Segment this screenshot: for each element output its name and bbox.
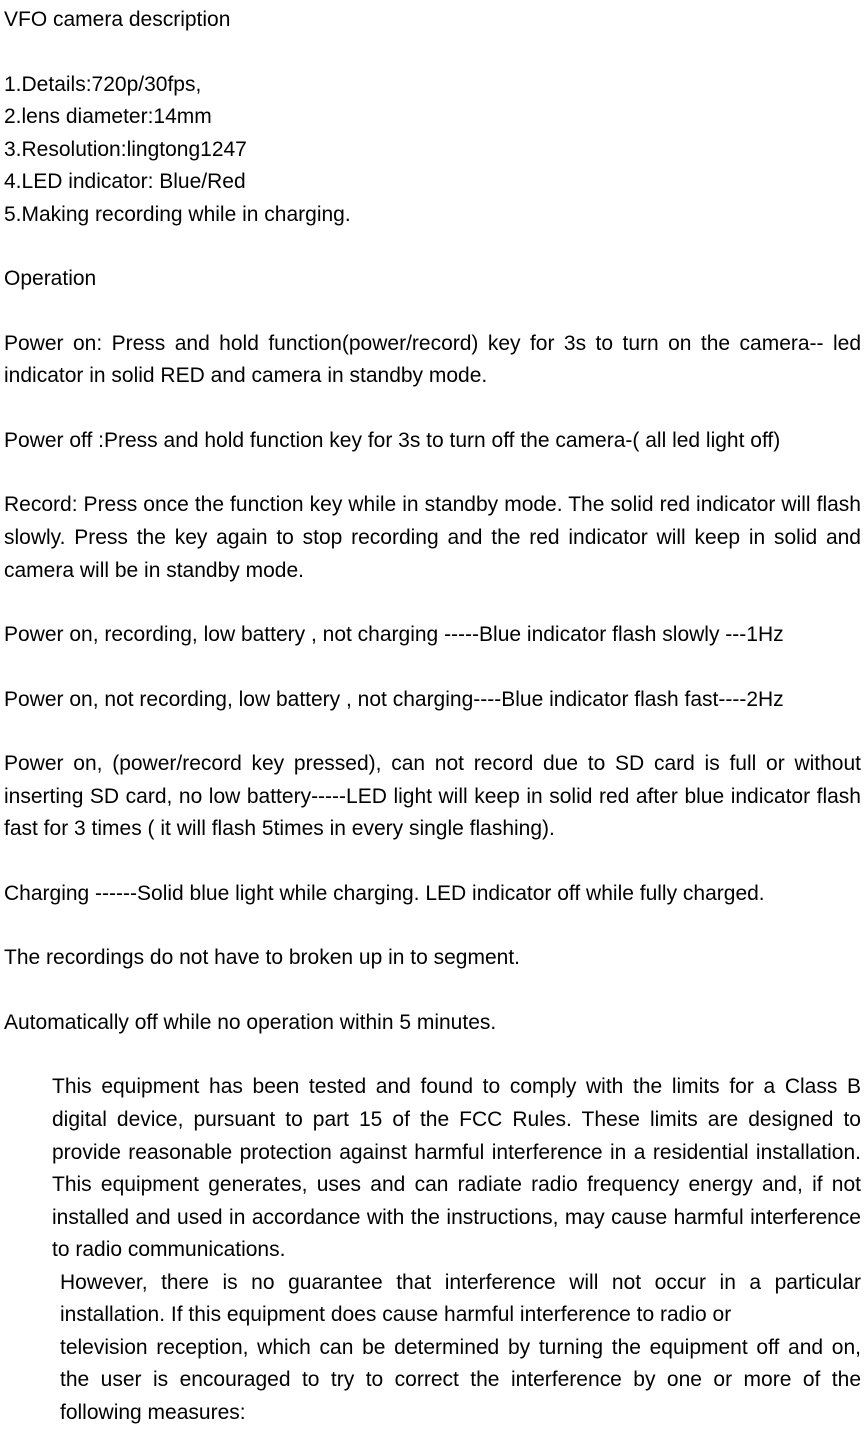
record-paragraph: Record: Press once the function key whil… [4,489,861,587]
power-on-sd-paragraph: Power on, (power/record key pressed), ca… [4,748,861,846]
spec-line-3: 3.Resolution:lingtong1247 [4,134,861,167]
spec-line-5: 5.Making recording while in charging. [4,199,861,232]
recordings-note-paragraph: The recordings do not have to broken up … [4,942,861,975]
auto-off-paragraph: Automatically off while no operation wit… [4,1007,861,1040]
document-title: VFO camera description [4,4,861,37]
document-content: VFO camera description 1.Details:720p/30… [4,4,861,1430]
power-on-paragraph: Power on: Press and hold function(power/… [4,328,861,393]
fcc-paragraph-2b: television reception, which can be deter… [4,1332,861,1430]
spec-line-4: 4.LED indicator: Blue/Red [4,166,861,199]
spec-line-2: 2.lens diameter:14mm [4,101,861,134]
power-on-recording-low-paragraph: Power on, recording, low battery , not c… [4,619,861,652]
operation-heading: Operation [4,263,861,296]
fcc-paragraph-1: This equipment has been tested and found… [4,1071,861,1266]
fcc-paragraph-2a: However, there is no guarantee that inte… [4,1267,861,1332]
charging-paragraph: Charging ------Solid blue light while ch… [4,878,861,911]
specs-list: 1.Details:720p/30fps, 2.lens diameter:14… [4,69,861,232]
spec-line-1: 1.Details:720p/30fps, [4,69,861,102]
power-off-paragraph: Power off :Press and hold function key f… [4,425,861,458]
power-on-notrecording-low-paragraph: Power on, not recording, low battery , n… [4,684,861,717]
